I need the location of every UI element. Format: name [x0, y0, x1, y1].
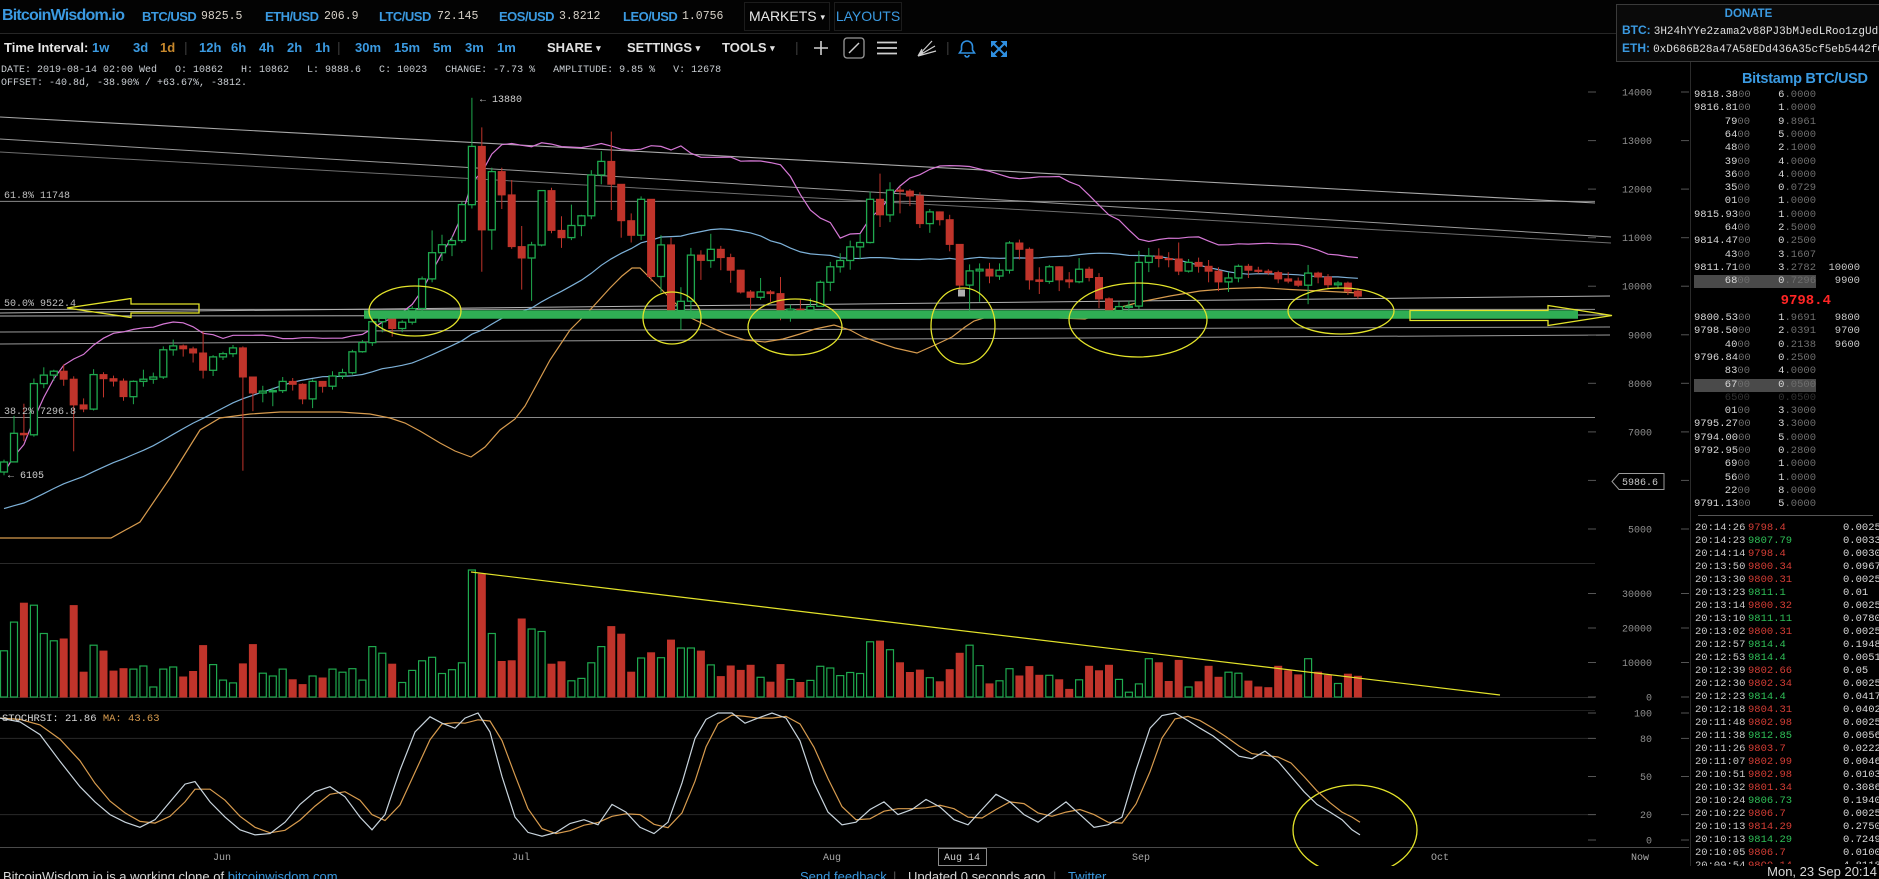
svg-text:Aug 14: Aug 14: [944, 853, 980, 864]
svg-text:STOCHRSI: 21.86 MA: 43.63: STOCHRSI: 21.86 MA: 43.63: [2, 713, 160, 725]
svg-text:5000: 5000: [1628, 525, 1652, 536]
svg-text:← 13880: ← 13880: [480, 95, 522, 106]
svg-text:← 6105: ← 6105: [8, 471, 44, 482]
svg-text:Oct: Oct: [1431, 853, 1449, 864]
svg-text:8000: 8000: [1628, 380, 1652, 391]
svg-text:20: 20: [1640, 811, 1652, 822]
svg-text:50: 50: [1640, 773, 1652, 784]
svg-text:Sep: Sep: [1132, 853, 1150, 864]
svg-text:100: 100: [1634, 710, 1652, 721]
svg-text:7000: 7000: [1628, 428, 1652, 439]
svg-text:Jul: Jul: [512, 852, 530, 864]
svg-text:12000: 12000: [1622, 186, 1652, 197]
svg-text:80: 80: [1640, 735, 1652, 746]
svg-text:50.0% 9522.4: 50.0% 9522.4: [4, 299, 76, 310]
svg-text:0: 0: [1646, 694, 1652, 705]
svg-text:10000: 10000: [1622, 283, 1652, 294]
svg-text:Jun: Jun: [213, 853, 231, 864]
svg-text:0: 0: [1646, 837, 1652, 848]
svg-text:38.2% 7296.8: 38.2% 7296.8: [4, 407, 76, 418]
svg-text:14000: 14000: [1622, 89, 1652, 100]
svg-text:10000: 10000: [1622, 659, 1652, 670]
svg-text:Now: Now: [1631, 853, 1649, 864]
svg-text:Aug: Aug: [823, 853, 841, 864]
svg-text:20000: 20000: [1622, 625, 1652, 636]
svg-text:9000: 9000: [1628, 331, 1652, 342]
svg-text:13000: 13000: [1622, 137, 1652, 148]
svg-text:61.8% 11748: 61.8% 11748: [4, 191, 70, 202]
svg-text:11000: 11000: [1622, 234, 1652, 245]
svg-text:5986.6: 5986.6: [1622, 478, 1658, 489]
svg-text:30000: 30000: [1622, 590, 1652, 601]
